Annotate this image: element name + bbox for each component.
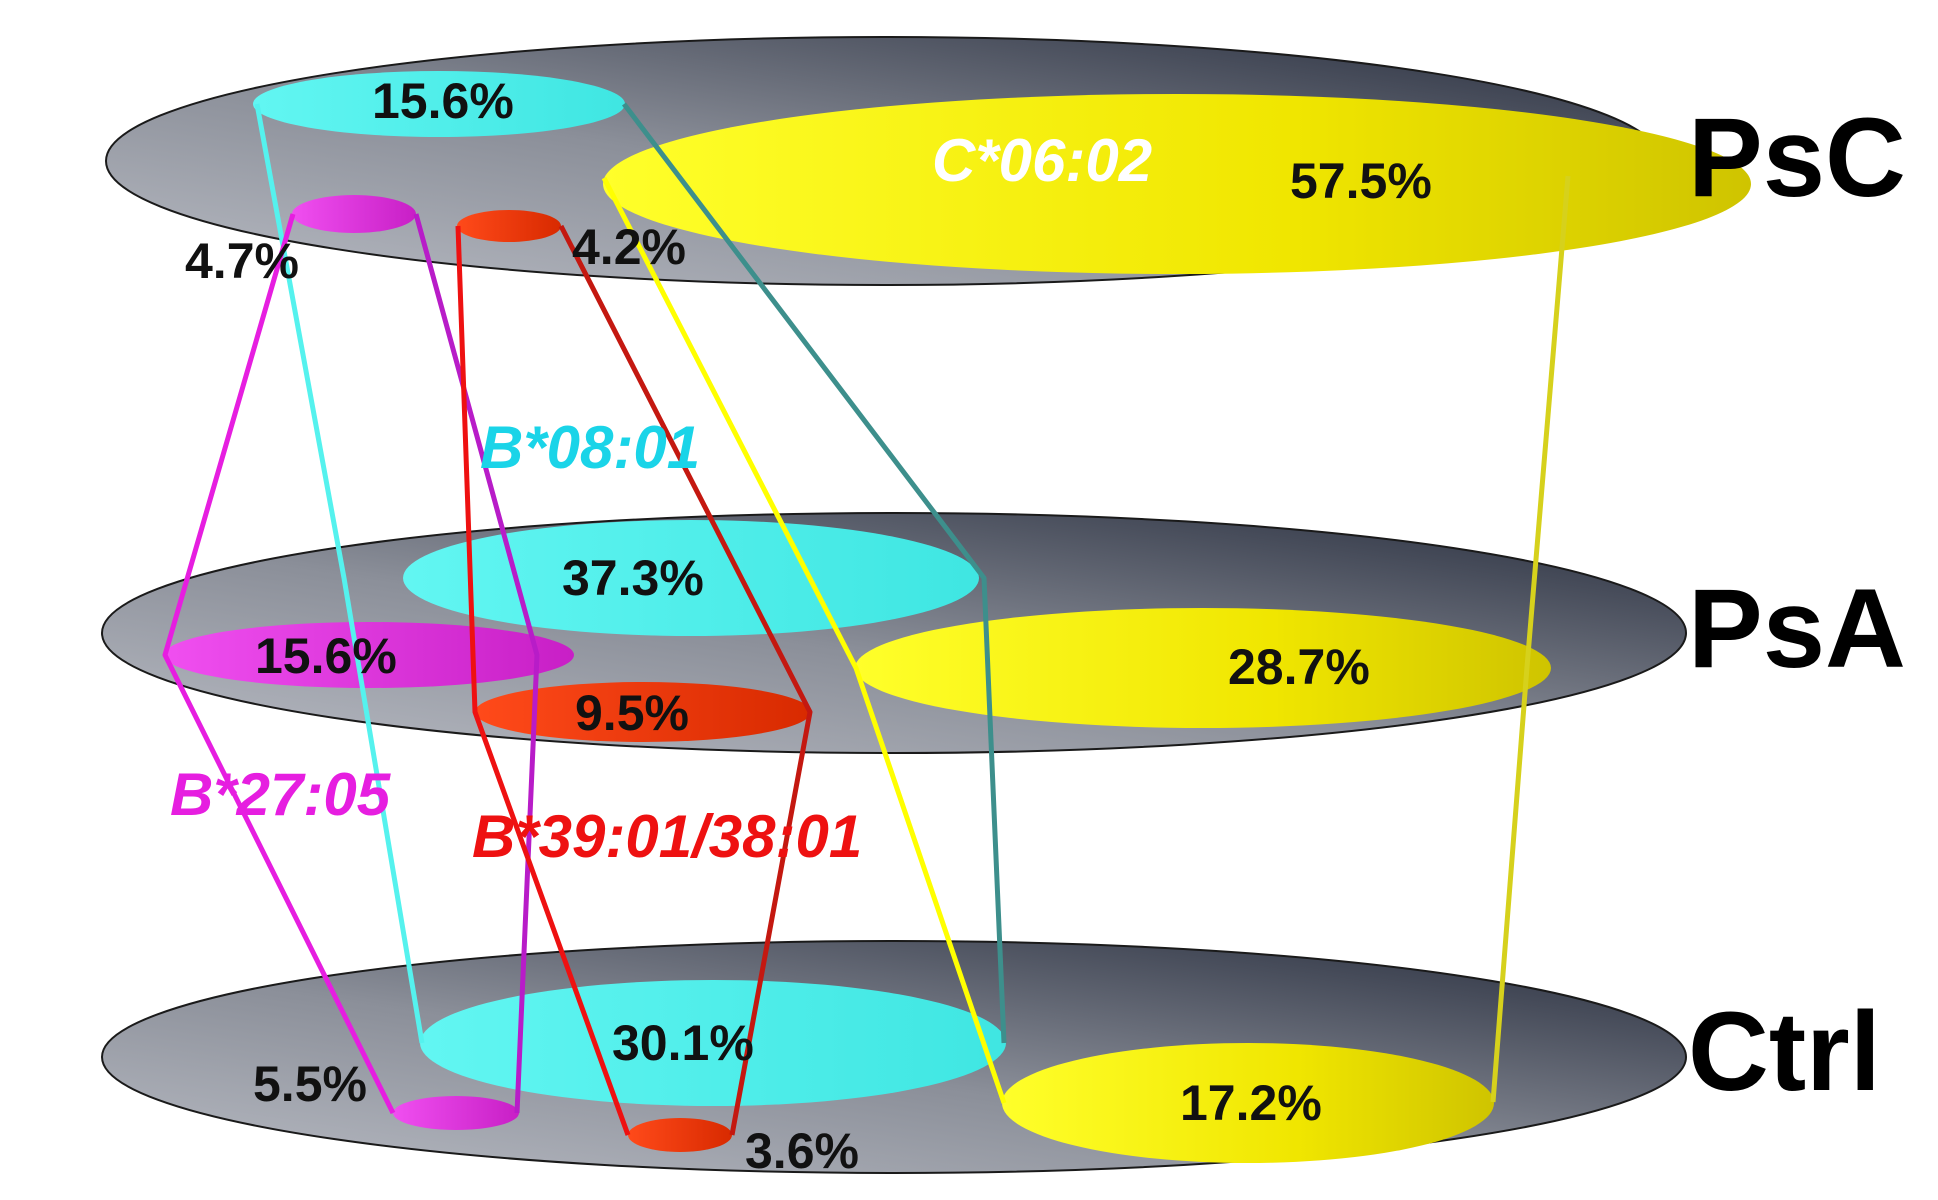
psc-b2705-pct: 4.7% <box>185 233 299 289</box>
ctrl-b2705-ellipse <box>393 1096 519 1130</box>
psa-b3901-pct: 9.5% <box>575 685 689 741</box>
ctrl-b0801-ellipse <box>420 980 1006 1106</box>
ctrl-c0602-ellipse <box>1002 1043 1494 1163</box>
psa-b0801-pct: 37.3% <box>562 550 704 606</box>
psa-b2705-pct: 15.6% <box>255 628 397 684</box>
c0602-connector-right <box>1490 175 1571 1103</box>
psa-layer-label: PsA <box>1688 566 1906 691</box>
psc-b0801-ellipse <box>253 71 625 137</box>
b2705-connector-left <box>162 213 396 1115</box>
psa-c0602-ellipse <box>855 608 1551 728</box>
psc-b0801-pct: 15.6% <box>372 73 514 129</box>
ctrl-b2705-pct: 5.5% <box>253 1056 367 1112</box>
psa-b3901-ellipse <box>475 682 811 742</box>
psc-layer-label: PsC <box>1688 95 1906 220</box>
psc-b2705-ellipse <box>292 195 416 233</box>
b2705-connector-right <box>413 213 540 1114</box>
ctrl-c0602-pct: 17.2% <box>1180 1075 1322 1131</box>
b2705-label: B*27:05 <box>170 761 392 828</box>
b0801-connector-left <box>254 103 425 1044</box>
psc-c0602-ellipse <box>603 94 1751 274</box>
psa-b0801-ellipse <box>403 520 979 636</box>
psc-b3901-pct: 4.2% <box>572 219 686 275</box>
c0602-connector-left <box>601 176 1007 1104</box>
b0801-connector-right <box>622 102 1007 1044</box>
c0602-label: C*06:02 <box>932 127 1152 194</box>
b0801-label: B*08:01 <box>480 414 700 481</box>
b3901-connector-left <box>455 225 631 1136</box>
ctrl-b3901-ellipse <box>628 1118 732 1152</box>
ctrl-layer-label: Ctrl <box>1688 989 1881 1114</box>
psc-c0602-pct: 57.5% <box>1290 153 1432 209</box>
ctrl-b0801-pct: 30.1% <box>612 1015 754 1071</box>
b3901-label: B*39:01/38:01 <box>472 803 862 870</box>
psa-c0602-pct: 28.7% <box>1228 639 1370 695</box>
ctrl-b3901-pct: 3.6% <box>745 1123 859 1179</box>
b3901-connector-right <box>558 224 813 1136</box>
psc-b3901-ellipse <box>457 210 561 242</box>
